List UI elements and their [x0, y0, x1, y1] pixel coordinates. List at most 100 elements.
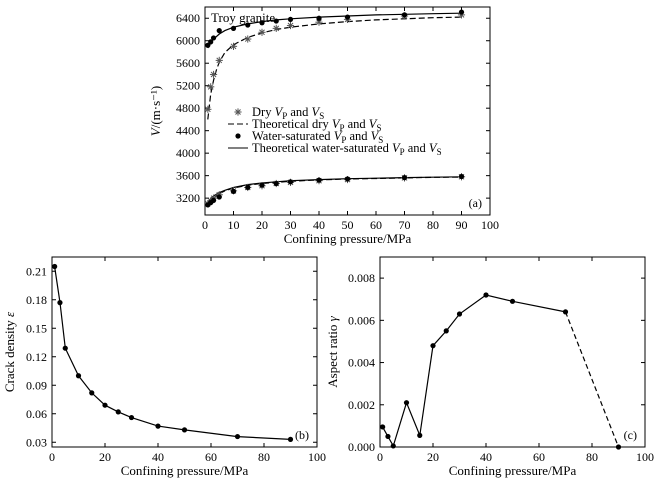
- data-point-dot: [259, 20, 265, 26]
- y-tick-label: 4800: [176, 101, 200, 115]
- series-line-dashed: [207, 176, 462, 207]
- x-axis-label: Confining pressure/MPa: [284, 231, 412, 246]
- x-tick-label: 60: [370, 218, 382, 232]
- data-point-dot: [401, 12, 408, 18]
- x-tick-label: 60: [533, 450, 545, 464]
- data-point-dot: [216, 28, 222, 34]
- data-point: [403, 400, 410, 406]
- x-tick-label: 40: [313, 218, 325, 232]
- y-tick-label: 0.008: [348, 271, 375, 285]
- y-tick-label: 0.006: [348, 313, 375, 327]
- y-tick-label: 0.12: [26, 350, 47, 364]
- data-point: [155, 423, 161, 429]
- legend-entry: Theoretical water-saturated VP​ and VS​: [252, 141, 442, 157]
- x-tick-label: 20: [256, 218, 268, 232]
- data-point-dot: [216, 194, 222, 200]
- data-point-dot: [458, 9, 465, 15]
- x-tick-label: 100: [636, 450, 654, 464]
- data-point: [62, 345, 68, 351]
- panel-label: (a): [469, 196, 482, 210]
- x-tick-label: 0: [49, 450, 55, 464]
- data-point-dot: [259, 182, 265, 188]
- data-point-asterisk: [272, 24, 280, 32]
- data-point-asterisk: [286, 21, 295, 30]
- y-tick-label: 0.15: [26, 321, 47, 335]
- y-tick-label: 0.004: [348, 356, 375, 370]
- data-point-dot: [401, 175, 408, 181]
- asterisk-stroke: [287, 22, 294, 29]
- data-point: [385, 433, 391, 440]
- data-point: [287, 436, 294, 442]
- y-tick-label: 3200: [176, 191, 200, 205]
- x-tick-label: 50: [342, 218, 354, 232]
- data-point-dot: [273, 180, 279, 187]
- x-tick-label: 80: [258, 450, 270, 464]
- x-tick-label: 20: [99, 450, 111, 464]
- data-point: [380, 424, 386, 430]
- legend-entry: Dry VP​ and VS​: [252, 105, 324, 121]
- panel-label: (b): [295, 428, 309, 442]
- legend-entry: Water-saturated VP​ and VS​: [252, 129, 383, 145]
- data-point-dot: [208, 39, 214, 45]
- data-point: [52, 263, 58, 270]
- data-point: [75, 373, 82, 379]
- data-point-asterisk: [207, 83, 215, 91]
- x-tick-label: 20: [427, 450, 439, 464]
- data-point: [615, 444, 622, 450]
- x-tick-label: 70: [399, 218, 411, 232]
- data-point: [390, 443, 396, 449]
- asterisk-stroke: [235, 109, 241, 115]
- legend-marker-asterisk: [234, 108, 242, 116]
- data-point: [181, 427, 188, 433]
- data-point: [57, 300, 63, 306]
- chart-panel-b: 0 20 40 60 80 100 0.03 0.06 0.09 0.12 0.15 0.18 0.21…: [2, 256, 326, 478]
- data-point-dot: [210, 35, 217, 41]
- data-point-dot: [210, 197, 217, 203]
- x-tick-label: 40: [480, 450, 492, 464]
- data-point: [562, 309, 569, 315]
- asterisk-stroke: [216, 57, 223, 64]
- asterisk-stroke: [259, 29, 265, 36]
- data-point-dot: [273, 18, 279, 24]
- x-tick-label: 90: [456, 218, 468, 232]
- x-tick-label: 80: [427, 218, 439, 232]
- y-tick-label: 3600: [176, 169, 200, 183]
- data-point-dot: [287, 16, 294, 22]
- data-point-asterisk: [244, 35, 252, 43]
- y-tick-label: 6000: [176, 34, 200, 48]
- legend: Dry VP​ and VS​Theoretical dry VP​ and V…: [228, 105, 442, 157]
- series-line-dashed: [207, 16, 462, 120]
- data-point: [234, 433, 241, 440]
- x-tick-label: 30: [285, 218, 297, 232]
- asterisk-stroke: [207, 83, 214, 90]
- data-point: [115, 409, 121, 415]
- x-axis-label: Confining pressure/MPa: [121, 463, 249, 478]
- y-tick-label: 0.03: [26, 435, 47, 449]
- data-point-dot: [230, 25, 237, 31]
- y-tick-label: 6400: [176, 11, 200, 25]
- data-point: [89, 390, 95, 396]
- legend-marker-dot: [235, 133, 241, 139]
- chart-panel-a: 0 10 20 30 40 50 60 70 80 90 100 3200 3600 4000 4400 48…: [148, 6, 499, 246]
- data-point-dot: [344, 14, 351, 20]
- y-tick-label: 5200: [176, 79, 200, 93]
- plot-frame: [379, 256, 646, 448]
- data-point: [102, 402, 108, 408]
- y-tick-label: 5600: [176, 56, 200, 70]
- data-point-asterisk: [209, 70, 218, 79]
- series-line-solid: [207, 12, 462, 49]
- series-line: [382, 294, 566, 448]
- data-point-asterisk: [258, 28, 266, 36]
- data-point-dot: [245, 22, 251, 28]
- x-axis-label: Confining pressure/MPa: [449, 463, 577, 478]
- asterisk-stroke: [230, 43, 237, 50]
- data-point: [443, 328, 449, 334]
- asterisk-stroke: [316, 19, 322, 26]
- y-axis-label: Crack density ε: [2, 311, 17, 392]
- data-point-dot: [458, 173, 465, 180]
- chart-panel-c: 0 20 40 60 80 100 0.000 0.002 0.004 0.006 0.008 Con…: [325, 256, 654, 478]
- y-axis-label: V/(m·s⁻¹): [148, 86, 163, 136]
- data-point: [456, 311, 463, 317]
- data-point-dot: [316, 177, 322, 183]
